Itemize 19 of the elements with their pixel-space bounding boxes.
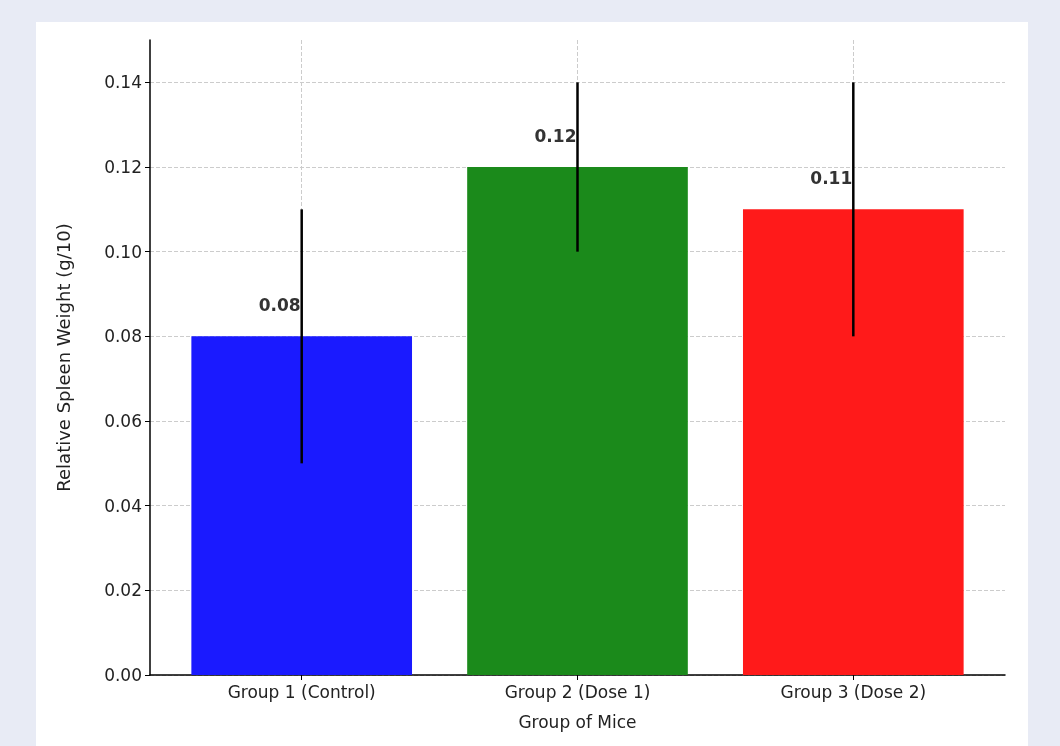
y-axis-title: Relative Spleen Weight (g/10) — [52, 223, 74, 492]
x-tick-label: Group 1 (Control) — [227, 681, 376, 702]
x-axis-title: Group of Mice — [518, 711, 637, 732]
y-tick-label: 0.00 — [104, 665, 142, 685]
data-label: 0.11 — [810, 167, 853, 188]
y-tick-label: 0.04 — [104, 495, 142, 516]
x-tick-label: Group 2 (Dose 1) — [504, 681, 651, 702]
y-tick-label: 0.12 — [104, 157, 142, 177]
y-tick-label: 0.08 — [104, 326, 142, 347]
data-label: 0.08 — [258, 294, 301, 315]
data-label: 0.12 — [534, 125, 577, 146]
bar — [742, 209, 964, 675]
bar — [191, 336, 413, 675]
y-tick-label: 0.10 — [104, 241, 142, 262]
bar — [467, 167, 688, 675]
x-tick-label: Group 3 (Dose 2) — [780, 681, 927, 702]
y-tick-label: 0.14 — [104, 72, 142, 93]
y-tick-label: 0.02 — [104, 580, 142, 601]
y-tick-label: 0.06 — [104, 411, 142, 431]
